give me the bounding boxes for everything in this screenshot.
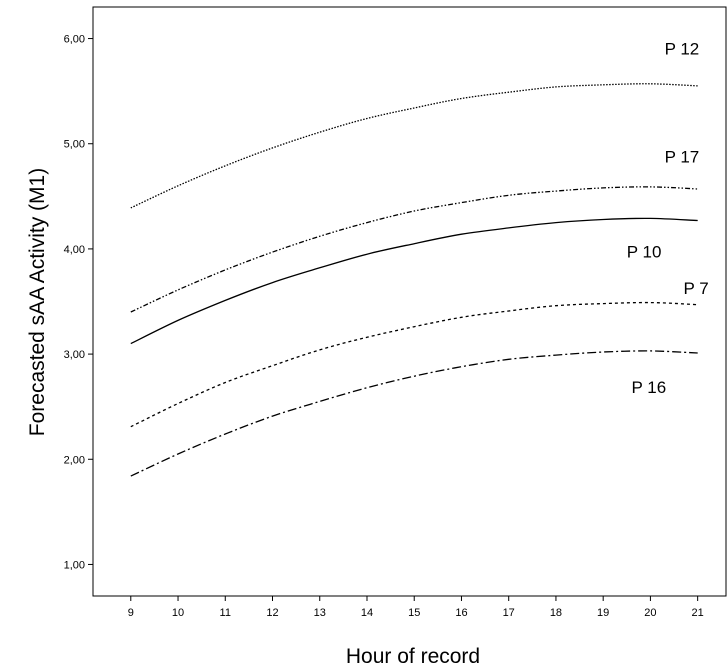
y-tick-label: 4,00 bbox=[64, 244, 85, 256]
y-tick-label: 6,00 bbox=[64, 34, 85, 46]
plot-area bbox=[93, 7, 726, 596]
x-tick-label: 19 bbox=[597, 607, 609, 619]
x-tick-label: 17 bbox=[503, 607, 515, 619]
series-label: P 16 bbox=[632, 378, 667, 397]
x-tick-label: 13 bbox=[314, 607, 326, 619]
x-tick-label: 10 bbox=[172, 607, 184, 619]
series-label: P 12 bbox=[665, 39, 700, 58]
y-tick-label: 5,00 bbox=[64, 139, 85, 151]
x-tick-label: 14 bbox=[361, 607, 373, 619]
series-label: P 10 bbox=[627, 242, 662, 261]
x-tick-label: 21 bbox=[692, 607, 704, 619]
x-axis-title: Hour of record bbox=[346, 645, 480, 668]
series-label: P 7 bbox=[683, 279, 708, 298]
x-axis: 9 10 11 12 13 14 15 16 17 18 19 20 21 bbox=[128, 596, 704, 619]
series-label: P 17 bbox=[665, 148, 700, 167]
x-tick-label: 20 bbox=[644, 607, 656, 619]
y-axis: 1,00 2,00 3,00 4,00 5,00 6,00 bbox=[64, 34, 93, 572]
x-tick-label: 11 bbox=[220, 607, 231, 619]
x-tick-label: 15 bbox=[408, 607, 420, 619]
x-tick-label: 16 bbox=[455, 607, 467, 619]
y-tick-label: 3,00 bbox=[64, 349, 85, 361]
x-tick-label: 18 bbox=[550, 607, 562, 619]
x-tick-label: 12 bbox=[266, 607, 278, 619]
y-tick-label: 2,00 bbox=[64, 454, 85, 466]
y-axis-title: Forecasted sAA Activity (M1) bbox=[26, 168, 49, 436]
y-tick-label: 1,00 bbox=[64, 559, 85, 571]
x-tick-label: 9 bbox=[128, 607, 134, 619]
